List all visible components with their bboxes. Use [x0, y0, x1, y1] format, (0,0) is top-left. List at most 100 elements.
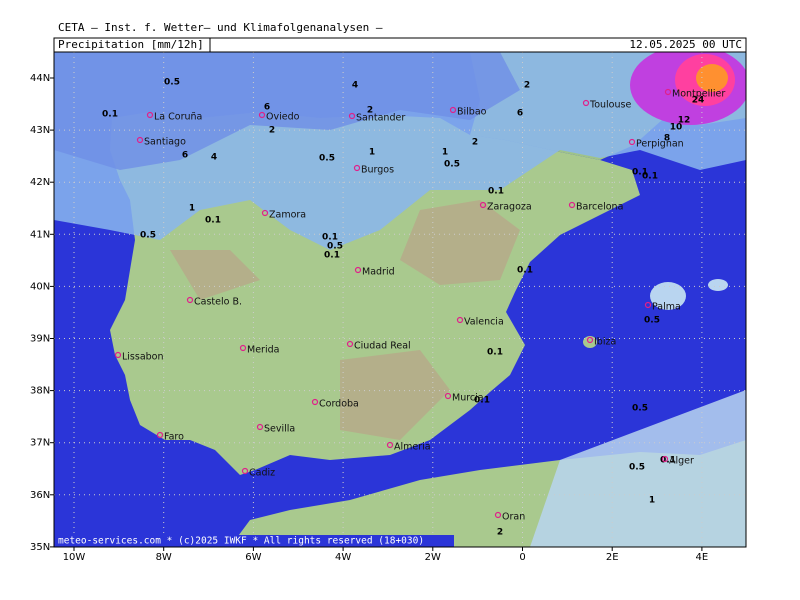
contour-label: 12	[678, 116, 691, 126]
contour-label: 6	[182, 151, 188, 161]
city-label: Barcelona	[576, 202, 623, 213]
city-marker	[644, 301, 652, 309]
city-label: Valencia	[464, 317, 504, 328]
menorca	[708, 279, 728, 291]
city-label: Cordoba	[319, 399, 359, 410]
city-label: Burgos	[361, 165, 394, 176]
lat-label: 38N	[30, 386, 50, 397]
lon-label: 0	[519, 552, 525, 563]
city-marker	[568, 201, 576, 209]
city-marker	[239, 344, 247, 352]
contour-label: 0.1	[102, 110, 118, 120]
axes: 44N 43N 42N 41N 40N 39N 38N 37N 36N 35N 10W 8W 6W 4W 2…	[30, 73, 708, 563]
city-label: Almeria	[394, 442, 431, 453]
city-marker	[661, 455, 669, 463]
mallorca	[650, 282, 686, 310]
city-marker	[628, 138, 636, 146]
cities: La Coruña Oviedo Santander Bilbao Toulouse Mo…	[114, 89, 725, 523]
lon-label: 6W	[245, 552, 261, 563]
city-marker	[136, 136, 144, 144]
lon-label: 4E	[696, 552, 709, 563]
contour-label: 0.1	[205, 216, 221, 226]
city-marker	[479, 201, 487, 209]
lat-label: 44N	[30, 73, 50, 84]
city-marker	[146, 111, 154, 119]
city-label: Faro	[164, 432, 184, 443]
contour-label: 0.1	[642, 172, 658, 182]
city-label: Madrid	[362, 267, 395, 278]
city-marker	[241, 467, 249, 475]
lat-label: 39N	[30, 334, 50, 345]
city-marker	[186, 296, 194, 304]
highlands	[170, 200, 520, 440]
city-label: Castelo B.	[194, 297, 242, 308]
city-label: Sevilla	[264, 424, 295, 435]
precip-extreme	[696, 64, 728, 92]
contour-label: 0.5	[644, 316, 660, 326]
lon-label: 4W	[335, 552, 351, 563]
lat-label: 35N	[30, 542, 50, 553]
lon-label: 10W	[63, 552, 86, 563]
city-label: Santander	[356, 113, 405, 124]
city-marker	[353, 164, 361, 172]
valid-time: 12.05.2025 00 UTC	[629, 38, 742, 51]
city-label: Oviedo	[266, 112, 300, 123]
lat-label: 37N	[30, 438, 50, 449]
lat-label: 40N	[30, 281, 50, 292]
city-label: Bilbao	[457, 107, 487, 118]
city-marker	[348, 112, 356, 120]
contour-label: 2	[472, 138, 478, 148]
city-label: Alger	[669, 456, 694, 467]
footer-bg	[54, 535, 454, 547]
lon-label: 8W	[156, 552, 172, 563]
contour-label: 4	[211, 153, 217, 163]
contour-label: 1	[649, 496, 655, 506]
city-label: Lissabon	[122, 352, 164, 363]
contour-label: 6	[517, 109, 523, 119]
city-marker	[449, 106, 457, 114]
grid	[54, 52, 746, 547]
city-label: Toulouse	[589, 100, 631, 111]
city-label: Merida	[247, 345, 279, 356]
city-label: Perpignan	[636, 139, 684, 150]
city-marker	[114, 351, 122, 359]
contour-label: 2	[524, 81, 530, 91]
contour-label: 0.5	[164, 78, 180, 88]
city-marker	[311, 398, 319, 406]
title: CETA – Inst. f. Wetter– und Klimafolgena…	[58, 21, 383, 34]
city-marker	[386, 441, 394, 449]
precip-south	[530, 390, 746, 547]
city-label: Cadiz	[249, 468, 275, 479]
contour-label: 0.1	[487, 348, 503, 358]
city-label: Murcia	[452, 393, 484, 404]
city-marker	[258, 111, 266, 119]
city-label: Palma	[652, 302, 681, 313]
contour-label: 8	[664, 134, 670, 144]
city-marker	[261, 209, 269, 217]
iberia	[110, 112, 640, 475]
contour-label: 0.1	[632, 168, 648, 178]
city-label: Montpellier	[672, 89, 725, 100]
lon-label: 2W	[425, 552, 441, 563]
contour-label: 6	[264, 103, 270, 113]
city-label: Oran	[502, 512, 525, 523]
contour-label: 0.5	[327, 242, 343, 252]
city-label: Zaragoza	[487, 202, 532, 213]
city-label: Ciudad Real	[354, 341, 411, 352]
contour-label: 0.5	[319, 154, 335, 164]
precip-moderate	[54, 52, 520, 170]
contour-label: 4	[352, 81, 358, 91]
product: Precipitation [mm/12h]	[58, 38, 204, 51]
city-label: Zamora	[269, 210, 306, 221]
city-marker	[346, 340, 354, 348]
contour-label: 1	[189, 204, 195, 214]
contour-label: 0.1	[322, 233, 338, 243]
lon-label: 2E	[606, 552, 619, 563]
lat-label: 43N	[30, 125, 50, 136]
footer: meteo-services.com * (c)2025 IWKF * All …	[58, 536, 424, 547]
contour-label: 0.5	[632, 404, 648, 414]
contour-label: 0.1	[517, 266, 533, 276]
contour-label: 0.1	[474, 396, 490, 406]
lat-label: 36N	[30, 490, 50, 501]
